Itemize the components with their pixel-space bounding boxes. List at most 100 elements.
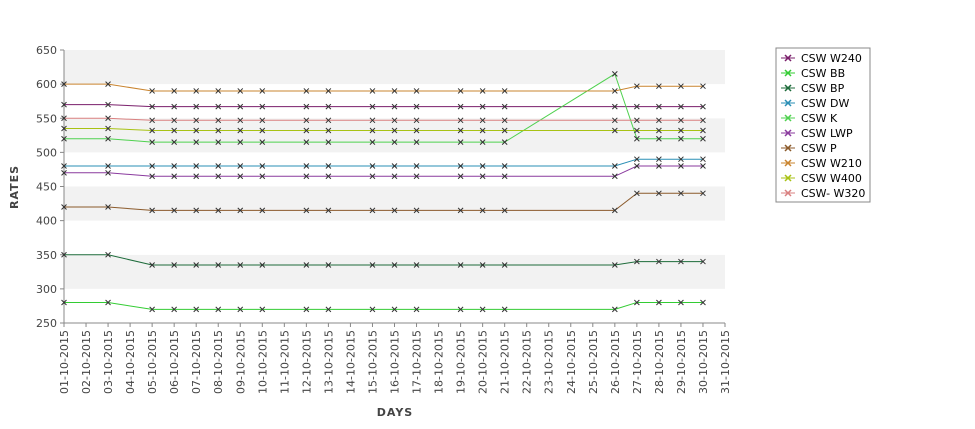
y-tick-label: 500 xyxy=(36,146,57,159)
data-point-marker xyxy=(259,88,266,94)
data-point-marker xyxy=(171,127,178,134)
data-point-marker xyxy=(61,115,67,122)
data-point-marker xyxy=(678,117,684,124)
data-point-marker xyxy=(237,88,244,94)
data-point-marker xyxy=(171,262,178,268)
data-point-marker xyxy=(413,103,420,110)
data-point-marker xyxy=(105,135,111,142)
data-point-marker xyxy=(193,88,200,94)
data-point-marker xyxy=(656,103,662,110)
data-point-marker xyxy=(171,207,178,214)
x-tick-label: 01-10-2015 xyxy=(58,330,71,394)
data-point-marker xyxy=(656,190,662,197)
data-point-marker xyxy=(479,262,486,268)
data-point-marker xyxy=(171,117,178,124)
data-point-marker xyxy=(656,156,662,163)
data-point-marker xyxy=(237,117,244,124)
data-point-marker xyxy=(501,262,508,268)
data-point-marker xyxy=(369,173,376,180)
data-point-marker xyxy=(391,173,398,180)
legend-label: CSW K xyxy=(801,112,838,125)
data-point-marker xyxy=(479,88,486,94)
data-point-marker xyxy=(105,204,111,210)
data-point-marker xyxy=(700,127,706,134)
data-point-marker xyxy=(678,135,684,142)
data-point-marker xyxy=(303,163,310,169)
data-point-marker xyxy=(479,173,486,180)
data-point-marker xyxy=(149,207,155,214)
data-point-marker xyxy=(61,169,67,176)
data-point-marker xyxy=(369,88,376,94)
data-point-marker xyxy=(149,262,155,268)
data-point-marker xyxy=(325,262,332,268)
data-point-marker xyxy=(237,139,244,145)
data-point-marker xyxy=(634,83,640,90)
data-point-marker xyxy=(171,88,178,94)
data-point-marker xyxy=(149,103,155,110)
y-tick-label: 550 xyxy=(36,112,57,125)
data-point-marker xyxy=(259,117,266,124)
data-point-marker xyxy=(369,103,376,110)
data-point-marker xyxy=(611,127,618,134)
x-tick-label: 24-10-2015 xyxy=(565,330,578,394)
data-point-marker xyxy=(501,139,508,145)
data-point-marker xyxy=(193,207,200,214)
data-point-marker xyxy=(479,207,486,214)
data-point-marker xyxy=(149,88,155,94)
data-point-marker xyxy=(457,306,464,313)
data-point-marker xyxy=(259,173,266,180)
data-point-marker xyxy=(149,139,155,145)
data-point-marker xyxy=(105,299,111,306)
data-point-marker xyxy=(700,135,706,142)
data-point-marker xyxy=(457,163,464,169)
legend-entry: CSW W240 xyxy=(781,52,862,65)
data-point-marker xyxy=(391,306,398,313)
legend-label: CSW W240 xyxy=(801,52,862,65)
data-point-marker xyxy=(215,139,222,145)
grid-band xyxy=(64,152,725,187)
data-point-marker xyxy=(457,88,464,94)
grid-band xyxy=(64,254,725,289)
data-point-marker xyxy=(105,115,111,122)
legend-label: CSW DW xyxy=(801,97,850,110)
data-point-marker xyxy=(193,262,200,268)
data-point-marker xyxy=(369,163,376,169)
data-point-marker xyxy=(193,163,200,169)
data-point-marker xyxy=(611,88,618,94)
x-tick-label: 20-10-2015 xyxy=(477,330,490,394)
data-point-marker xyxy=(259,306,266,313)
data-point-marker xyxy=(611,117,618,124)
data-point-marker xyxy=(61,299,67,306)
data-point-marker xyxy=(237,103,244,110)
data-point-marker xyxy=(611,71,618,77)
data-point-marker xyxy=(479,127,486,134)
data-point-marker xyxy=(215,103,222,110)
data-point-marker xyxy=(678,190,684,197)
x-axis-title: DAYS xyxy=(377,406,413,419)
legend: CSW W240 CSW BB CSW BP CSW DW CSW K CSW LWP CS… xyxy=(775,47,871,203)
x-tick-label: 13-10-2015 xyxy=(322,330,335,394)
data-point-marker xyxy=(325,139,332,145)
legend-label: CSW LWP xyxy=(801,127,853,140)
data-point-marker xyxy=(634,127,640,134)
x-tick-label: 03-10-2015 xyxy=(102,330,115,394)
data-point-marker xyxy=(171,163,178,169)
x-tick-label: 04-10-2015 xyxy=(124,330,137,394)
legend-label: CSW P xyxy=(801,142,837,155)
data-point-marker xyxy=(501,103,508,110)
data-point-marker xyxy=(105,125,111,132)
data-point-marker xyxy=(501,173,508,180)
data-point-marker xyxy=(611,306,618,313)
x-tick-label: 26-10-2015 xyxy=(609,330,622,394)
legend-entry: CSW- W320 xyxy=(781,187,865,200)
data-point-marker xyxy=(700,83,706,90)
data-point-marker xyxy=(634,135,640,142)
data-point-marker xyxy=(325,103,332,110)
data-point-marker xyxy=(501,306,508,313)
data-point-marker xyxy=(61,163,67,169)
data-point-marker xyxy=(171,139,178,145)
data-point-marker xyxy=(149,306,155,313)
data-point-marker xyxy=(105,169,111,176)
data-point-marker xyxy=(303,139,310,145)
